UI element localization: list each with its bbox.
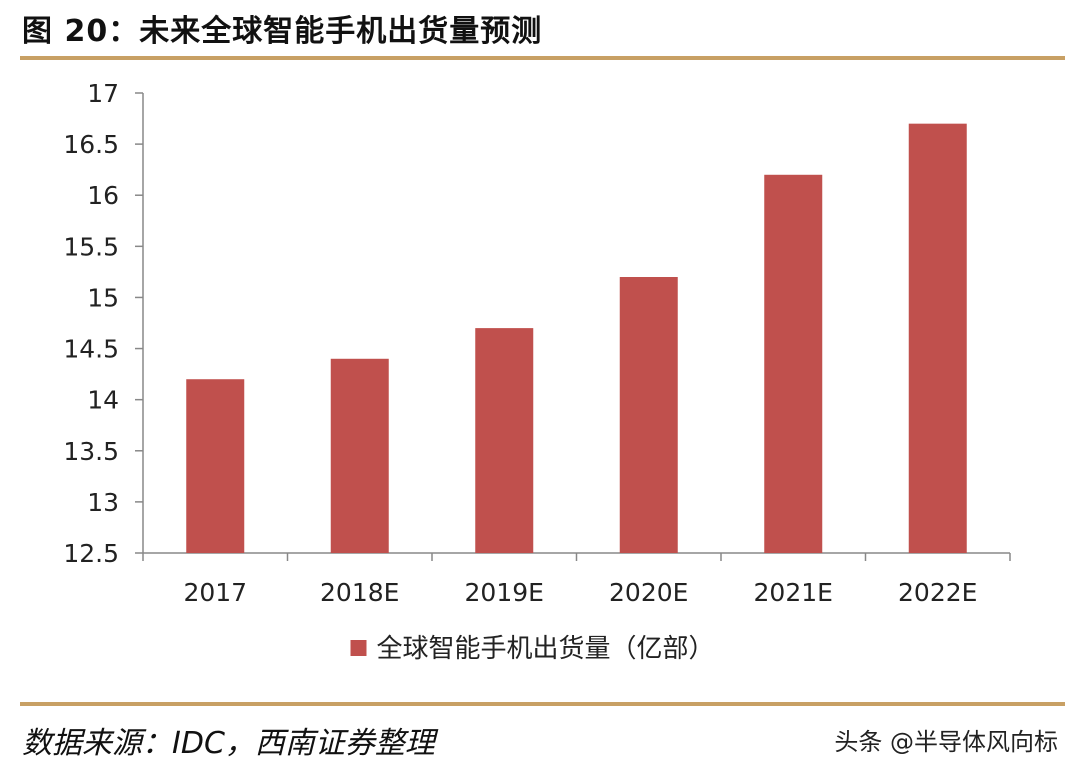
bar-2020E — [619, 277, 678, 553]
y-tick-label: 15.5 — [63, 232, 119, 261]
y-tick-label: 16.5 — [63, 130, 119, 159]
bar-2017 — [186, 379, 245, 553]
bottom-divider — [20, 702, 1065, 706]
x-tick-label: 2020E — [609, 578, 688, 607]
y-tick-label: 13.5 — [63, 437, 119, 466]
x-tick-label: 2019E — [465, 578, 544, 607]
y-tick-label: 14.5 — [63, 335, 119, 364]
bar-chart: 12.5 13 13.5 14 14.5 15 15.5 16 16.5 17 2017 2018E 2… — [63, 79, 1011, 664]
watermark: 头条 @半导体风向标 — [834, 728, 1058, 756]
figure-title: 图 20：未来全球智能手机出货量预测 — [22, 14, 543, 49]
x-tick-label: 2017 — [183, 578, 247, 607]
y-tick-label: 14 — [87, 386, 119, 415]
top-divider — [20, 56, 1065, 60]
bar-2021E — [764, 174, 823, 553]
y-tick-label: 17 — [87, 79, 119, 108]
bar-2022E — [908, 123, 967, 553]
x-tick-label: 2021E — [754, 578, 833, 607]
y-tick-label: 13 — [87, 488, 119, 517]
bar-2018E — [330, 358, 389, 553]
bar-2019E — [475, 328, 534, 553]
x-tick-label: 2022E — [898, 578, 977, 607]
y-tick-label: 15 — [87, 283, 119, 312]
y-tick-label: 16 — [87, 181, 119, 210]
y-tick-label: 12.5 — [63, 539, 119, 568]
source-note: 数据来源：IDC，西南证券整理 — [22, 726, 435, 761]
legend-label: 全球智能手机出货量（亿部） — [377, 634, 715, 664]
x-tick-label: 2018E — [320, 578, 399, 607]
legend-swatch — [350, 640, 367, 656]
